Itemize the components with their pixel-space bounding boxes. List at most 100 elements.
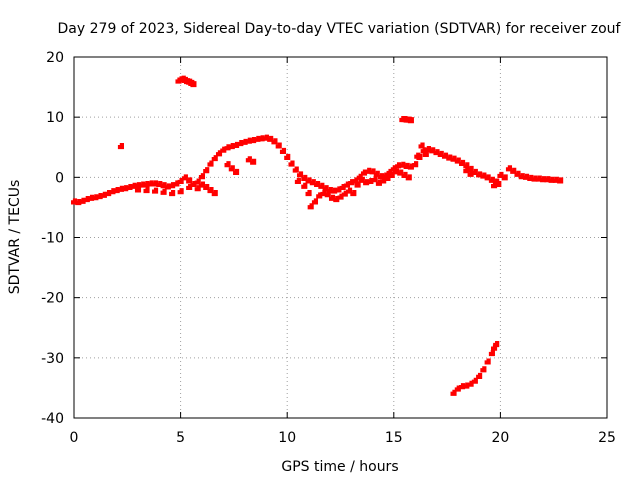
data-point (497, 171, 504, 179)
data-point (352, 177, 359, 184)
data-point (181, 76, 188, 83)
data-point (527, 174, 534, 182)
y-tick-label: -40 (41, 411, 64, 427)
data-point (491, 182, 498, 189)
data-point (75, 199, 82, 206)
series-lower-branch (134, 142, 502, 210)
data-point (401, 171, 408, 179)
y-tick-label: -10 (41, 231, 64, 247)
data-point (109, 188, 116, 195)
data-point (194, 185, 201, 192)
data-point (130, 182, 137, 189)
data-point (79, 197, 86, 204)
data-point (311, 198, 319, 205)
data-point (203, 183, 210, 191)
x-axis-label: GPS time / hours (281, 459, 398, 475)
series-isolated-point (117, 143, 125, 150)
data-point (245, 137, 252, 144)
data-point (348, 179, 355, 186)
data-point (454, 385, 461, 392)
data-point (250, 158, 257, 165)
data-point (179, 75, 186, 82)
data-point (437, 150, 444, 157)
data-point (505, 165, 513, 172)
data-point (441, 152, 449, 159)
data-point (518, 173, 525, 180)
data-point (371, 176, 378, 183)
data-point (279, 147, 287, 154)
data-point (350, 189, 357, 197)
data-point (237, 140, 244, 147)
data-point (275, 142, 282, 149)
data-point (488, 176, 495, 183)
data-point (420, 147, 427, 154)
data-point (228, 143, 235, 150)
data-point (177, 188, 184, 195)
data-point (337, 193, 344, 200)
data-point (365, 167, 372, 174)
data-point (510, 167, 517, 174)
data-point (433, 149, 440, 156)
data-point (418, 142, 425, 149)
data-point (459, 383, 466, 390)
data-point (522, 173, 530, 180)
data-point (258, 135, 265, 142)
data-point (382, 172, 389, 179)
data-point (333, 195, 340, 203)
data-point (463, 162, 470, 169)
data-point (363, 179, 370, 186)
data-point (388, 171, 395, 179)
data-point (305, 177, 312, 184)
data-point (126, 183, 133, 191)
data-point (233, 168, 240, 176)
data-point (117, 143, 125, 150)
data-point (188, 79, 195, 86)
data-point (535, 175, 542, 182)
data-point (203, 167, 210, 174)
data-point (476, 171, 483, 178)
data-point (307, 203, 314, 210)
data-point (480, 366, 487, 373)
data-point (284, 153, 291, 160)
data-point (71, 198, 78, 205)
data-points (71, 75, 564, 396)
data-point (143, 180, 150, 188)
plot-frame (73, 56, 608, 419)
data-point (301, 174, 308, 182)
data-point (343, 181, 350, 188)
data-point (156, 180, 163, 188)
series-upper-cluster-15h (399, 115, 414, 124)
data-point (412, 161, 419, 168)
data-point (139, 181, 146, 188)
data-point (422, 150, 429, 157)
data-point (384, 174, 391, 182)
data-point (190, 81, 197, 88)
data-point (241, 138, 248, 145)
data-point (152, 180, 159, 187)
data-point (181, 174, 188, 181)
data-point (397, 169, 404, 176)
x-tick-label: 25 (598, 430, 616, 446)
data-point (339, 183, 346, 191)
y-tick-label: 0 (55, 170, 64, 186)
data-point (267, 135, 274, 142)
data-point (354, 181, 361, 188)
data-point (450, 389, 457, 396)
data-point (152, 187, 159, 194)
data-point (96, 192, 103, 200)
data-point (322, 185, 329, 192)
axis-ticks: 0 5 10 15 20 25 -40 -30 -20 -10 0 10 20 (41, 50, 616, 446)
data-point (160, 188, 167, 195)
data-point (335, 186, 342, 193)
data-point (105, 189, 112, 197)
data-point (320, 189, 327, 197)
x-tick-label: 15 (385, 430, 403, 446)
data-point (288, 160, 295, 167)
data-point (375, 179, 382, 186)
data-point (250, 137, 257, 144)
data-point (314, 180, 321, 188)
data-point (360, 169, 368, 176)
data-point (480, 172, 487, 179)
data-point (301, 182, 308, 189)
data-point (173, 180, 180, 187)
